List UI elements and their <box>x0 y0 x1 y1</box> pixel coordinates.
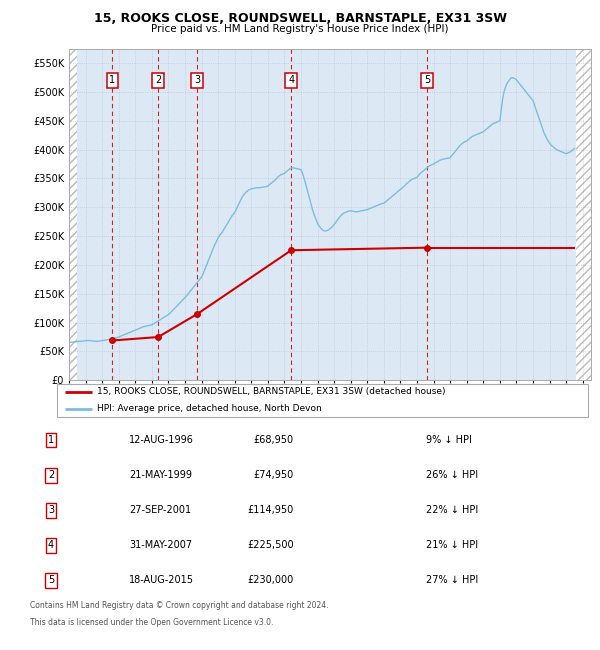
Text: 22% ↓ HPI: 22% ↓ HPI <box>426 505 478 515</box>
Text: 27-SEP-2001: 27-SEP-2001 <box>129 505 191 515</box>
Text: 1: 1 <box>48 435 54 445</box>
Text: £225,500: £225,500 <box>247 540 294 551</box>
Text: £68,950: £68,950 <box>254 435 294 445</box>
Text: 21-MAY-1999: 21-MAY-1999 <box>129 470 192 480</box>
Text: £230,000: £230,000 <box>248 575 294 586</box>
Bar <box>69 49 77 380</box>
Text: HPI: Average price, detached house, North Devon: HPI: Average price, detached house, Nort… <box>97 404 322 413</box>
Text: 9% ↓ HPI: 9% ↓ HPI <box>426 435 472 445</box>
Text: £114,950: £114,950 <box>248 505 294 515</box>
Text: 27% ↓ HPI: 27% ↓ HPI <box>426 575 478 586</box>
Text: 2: 2 <box>48 470 54 480</box>
FancyBboxPatch shape <box>57 384 588 417</box>
Text: 18-AUG-2015: 18-AUG-2015 <box>129 575 194 586</box>
Text: 2: 2 <box>155 75 161 85</box>
Text: This data is licensed under the Open Government Licence v3.0.: This data is licensed under the Open Gov… <box>30 618 274 627</box>
Text: 3: 3 <box>48 505 54 515</box>
Text: Price paid vs. HM Land Registry's House Price Index (HPI): Price paid vs. HM Land Registry's House … <box>151 24 449 34</box>
Text: 21% ↓ HPI: 21% ↓ HPI <box>426 540 478 551</box>
Text: 31-MAY-2007: 31-MAY-2007 <box>129 540 192 551</box>
Text: 4: 4 <box>288 75 294 85</box>
Text: 4: 4 <box>48 540 54 551</box>
Text: £74,950: £74,950 <box>254 470 294 480</box>
Text: 26% ↓ HPI: 26% ↓ HPI <box>426 470 478 480</box>
Text: Contains HM Land Registry data © Crown copyright and database right 2024.: Contains HM Land Registry data © Crown c… <box>30 601 329 610</box>
Text: 15, ROOKS CLOSE, ROUNDSWELL, BARNSTAPLE, EX31 3SW: 15, ROOKS CLOSE, ROUNDSWELL, BARNSTAPLE,… <box>94 12 506 25</box>
Text: 1: 1 <box>109 75 115 85</box>
Bar <box>576 49 593 380</box>
Text: 3: 3 <box>194 75 200 85</box>
Text: 15, ROOKS CLOSE, ROUNDSWELL, BARNSTAPLE, EX31 3SW (detached house): 15, ROOKS CLOSE, ROUNDSWELL, BARNSTAPLE,… <box>97 387 445 396</box>
Text: 12-AUG-1996: 12-AUG-1996 <box>129 435 194 445</box>
Text: 5: 5 <box>424 75 430 85</box>
Text: 5: 5 <box>48 575 54 586</box>
